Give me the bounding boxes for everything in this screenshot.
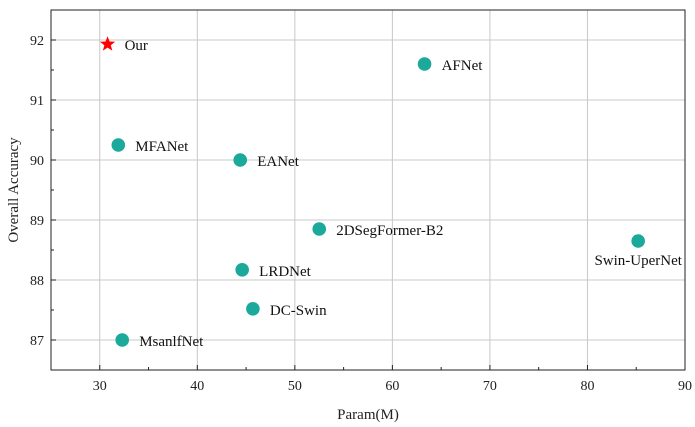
point-label: EANet <box>257 154 299 170</box>
data-point <box>246 302 260 316</box>
x-tick-label: 80 <box>580 379 594 394</box>
x-tick-label: 50 <box>288 379 302 394</box>
data-point <box>312 222 327 236</box>
y-tick-label: 88 <box>30 274 44 289</box>
y-axis-label: Overall Accuracy <box>6 137 22 243</box>
data-point <box>417 57 432 71</box>
y-tick-label: 91 <box>30 94 44 109</box>
x-axis-label: Param(M) <box>337 407 399 423</box>
data-point <box>631 234 645 248</box>
data-point <box>115 333 130 347</box>
data-point <box>235 263 249 277</box>
y-tick-label: 92 <box>30 34 44 49</box>
point-label: MsanlfNet <box>139 334 204 350</box>
data-point-star <box>99 36 116 51</box>
x-tick-label: 60 <box>385 379 399 394</box>
data-points <box>99 36 645 347</box>
point-label: MFANet <box>135 139 189 155</box>
point-label: Swin-UperNet <box>594 253 682 269</box>
plot-frame <box>50 9 686 371</box>
data-labels: Our AFNet MFANet EANet 2DSegFormer-B2 Swin-Up… <box>125 38 683 350</box>
data-point <box>233 153 248 167</box>
grid-lines <box>51 10 685 370</box>
point-label: DC-Swin <box>270 303 327 319</box>
x-tick-label: 30 <box>93 379 107 394</box>
data-point <box>111 138 126 152</box>
y-tick-label: 87 <box>30 334 44 349</box>
x-tick-label: 40 <box>190 379 204 394</box>
point-label: Our <box>125 38 148 54</box>
x-tick-label: 90 <box>678 379 692 394</box>
y-tick-label: 90 <box>30 154 44 169</box>
point-label: AFNet <box>442 58 484 74</box>
y-tick-label: 89 <box>30 214 44 229</box>
x-tick-label: 70 <box>483 379 497 394</box>
point-label: LRDNet <box>259 264 311 280</box>
point-label: 2DSegFormer-B2 <box>336 223 443 239</box>
axis-ticks: 30 40 50 60 70 80 90 87 88 89 90 91 92 <box>30 9 692 394</box>
